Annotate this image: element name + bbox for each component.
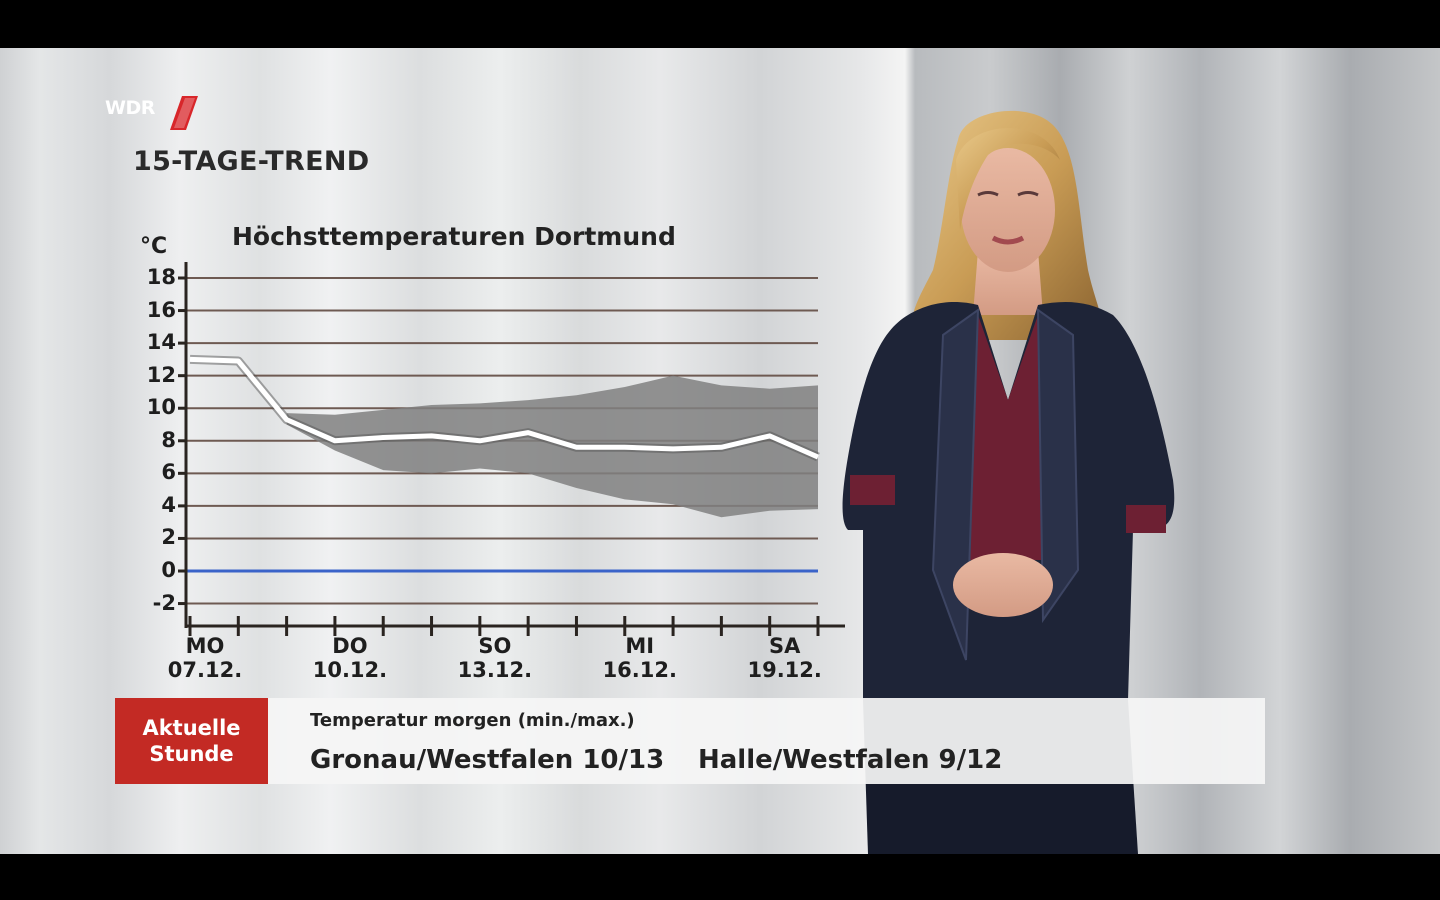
y-tick-label: 14 [146, 330, 176, 355]
logo-text: WDR [105, 97, 155, 119]
brand-line-2: Stunde [149, 742, 234, 766]
max-temp-line [189, 356, 820, 460]
x-tick-date: 10.12. [312, 658, 388, 682]
x-tick-date: 16.12. [602, 658, 677, 682]
y-tick-label: 4 [161, 492, 176, 517]
y-tick-label: 2 [161, 525, 176, 550]
x-tick-day: MO [185, 634, 225, 658]
y-axis-unit: °C [140, 234, 168, 259]
y-tick-label: 16 [146, 297, 176, 322]
x-tick-date: 19.12. [747, 658, 822, 682]
uncertainty-band [286, 375, 819, 518]
x-tick-label: SO 13.12. [440, 634, 550, 682]
x-tick-label: MI 16.12. [585, 634, 695, 682]
ticker-heading: Temperatur morgen (min./max.) [310, 710, 635, 731]
ticker-item-gronau: Gronau/Westfalen 10/13 [310, 745, 665, 775]
ticker-item-halle: Halle/Westfalen 9/12 [698, 745, 1003, 775]
x-tick-day: SA [768, 634, 801, 658]
x-tick-day: MI [625, 634, 655, 658]
y-tick-label: 10 [146, 395, 176, 420]
x-tick-day: DO [332, 634, 368, 658]
x-tick-label: DO 10.12. [295, 634, 405, 682]
y-tick-label: 6 [161, 460, 176, 485]
y-tick-label: 18 [146, 265, 176, 289]
x-tick-label: MO 07.12. [150, 634, 260, 682]
lower-third-ticker [115, 698, 1265, 784]
chart-title: Höchsttemperaturen Dortmund [232, 222, 676, 251]
logo-slash-icon [170, 96, 198, 130]
y-tick-label: 8 [161, 427, 176, 452]
y-tick-label: 12 [146, 362, 176, 387]
x-tick-day: SO [478, 634, 512, 658]
segment-title: 15-TAGE-TREND [133, 146, 370, 177]
brand-line-1: Aktuelle [142, 716, 241, 740]
presenter-figure [842, 110, 1175, 854]
x-tick-label: SA 19.12. [730, 634, 840, 682]
y-tick-label: 0 [161, 558, 176, 582]
x-tick-date: 13.12. [457, 658, 533, 682]
show-brand-badge: Aktuelle Stunde [115, 698, 268, 784]
x-tick-date: 07.12. [167, 658, 243, 682]
y-tick-label: -2 [152, 590, 176, 615]
